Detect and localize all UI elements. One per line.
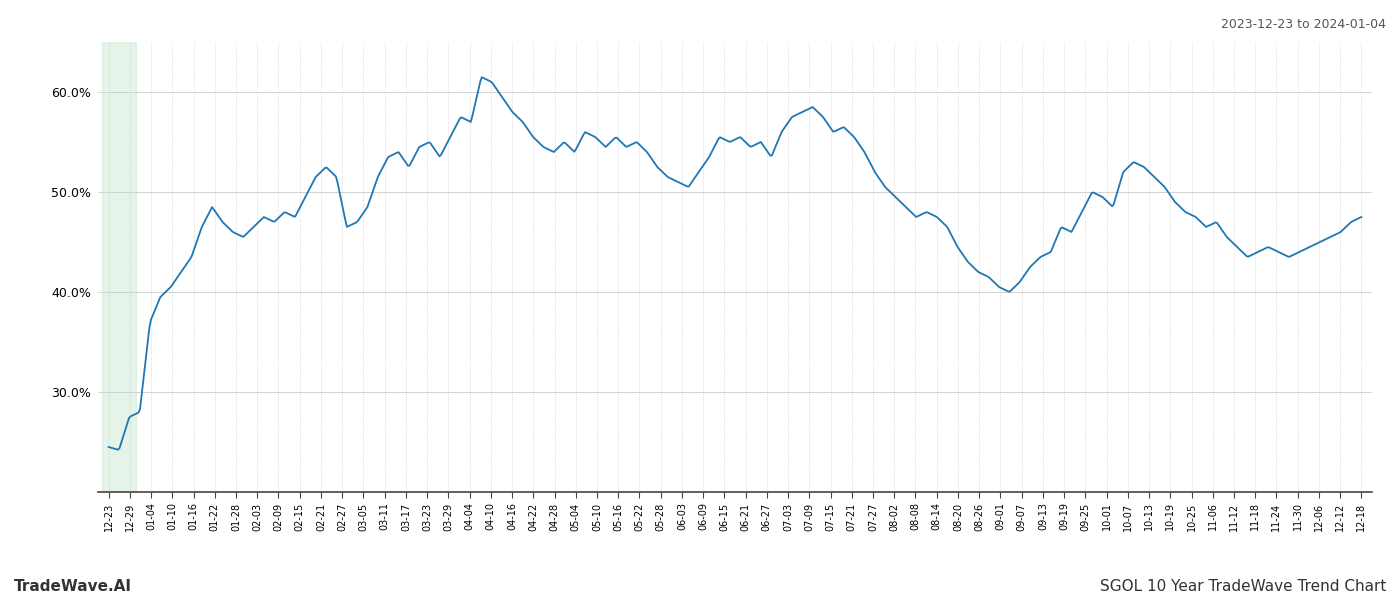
Text: 2023-12-23 to 2024-01-04: 2023-12-23 to 2024-01-04 [1221,18,1386,31]
Text: TradeWave.AI: TradeWave.AI [14,579,132,594]
Bar [102,42,136,492]
Text: SGOL 10 Year TradeWave Trend Chart: SGOL 10 Year TradeWave Trend Chart [1099,579,1386,594]
